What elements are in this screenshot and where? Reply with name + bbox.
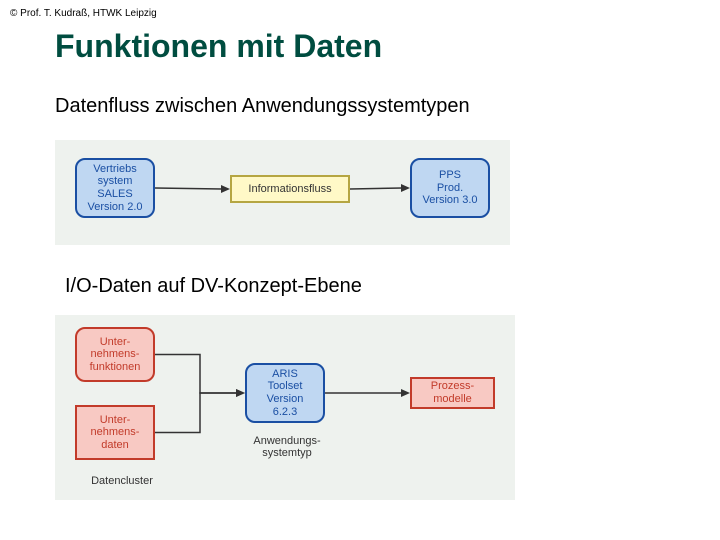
diagram-label: Anwendungs- systemtyp bbox=[237, 435, 337, 459]
diagram-label: Datencluster bbox=[77, 475, 167, 487]
flow-edge bbox=[0, 0, 720, 540]
